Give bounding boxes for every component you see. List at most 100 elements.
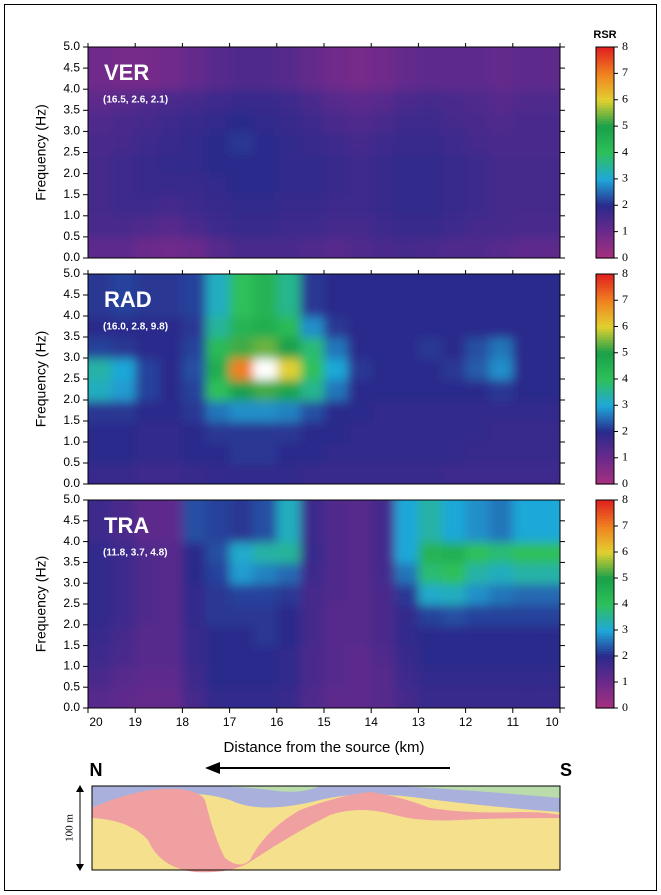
heatmap-cell (418, 152, 443, 175)
colorbar-step (596, 567, 614, 571)
y-tick-label: 1.5 (63, 413, 80, 427)
heatmap-cell (158, 666, 184, 689)
colorbar-step (596, 279, 614, 283)
colorbar-step (596, 431, 614, 435)
heatmap-cell (135, 316, 160, 338)
colorbar-step (596, 178, 614, 183)
colorbar-step (596, 465, 614, 469)
colorbar-step (596, 624, 614, 628)
heatmap-cell (465, 400, 491, 422)
heatmap-cell (418, 666, 443, 689)
colorbar-tick-label: 5 (622, 345, 628, 359)
heatmap-cell (300, 152, 325, 175)
heatmap-cell (394, 131, 420, 154)
heatmap-cell (135, 562, 160, 585)
colorbar-step (596, 650, 614, 654)
heatmap-cell (394, 442, 420, 464)
heatmap-cell (371, 604, 396, 626)
north-label: N (90, 760, 103, 780)
heatmap-cell (394, 541, 420, 564)
colorbar-step (596, 418, 614, 422)
y-tick-label: 3.0 (63, 350, 80, 364)
colorbar-step (596, 559, 614, 563)
heatmap-cell (465, 379, 491, 401)
colorbar-step (596, 627, 614, 631)
heatmap-cell (158, 110, 184, 133)
heatmap-cell (394, 645, 420, 668)
heatmap-cell (512, 131, 560, 154)
colorbar-step (596, 210, 614, 214)
scale-label: 100 m (64, 814, 76, 842)
heatmap-cell (347, 421, 373, 443)
heatmap-cell (465, 562, 491, 585)
heatmap-cell (229, 442, 255, 464)
heatmap-cell (206, 194, 231, 217)
heatmap-cell (182, 541, 207, 564)
heatmap-cell (182, 337, 207, 359)
heatmap-cell (347, 541, 373, 564)
heatmap-cell (158, 194, 184, 217)
colorbar-step (596, 544, 614, 548)
heatmap-cell (135, 421, 160, 443)
heatmap-cell (371, 131, 396, 154)
colorbar-tick-label: 8 (622, 39, 628, 53)
heatmap-cell (347, 152, 373, 175)
heatmap-cell (253, 604, 278, 626)
heatmap-cell (324, 645, 349, 668)
heatmap-cell (300, 47, 325, 91)
heatmap-cell (111, 316, 137, 338)
heatmap-cell (394, 274, 420, 317)
heatmap-cell (276, 89, 302, 112)
heatmap-cell (158, 358, 184, 380)
colorbar-step (596, 373, 614, 377)
colorbar-tick-label: 7 (622, 65, 628, 79)
heatmap-cell (465, 173, 491, 196)
colorbar-step (596, 507, 614, 511)
x-tick-label: 18 (176, 715, 190, 729)
heatmap-cell (418, 442, 443, 464)
y-tick-label: 5.0 (63, 492, 80, 506)
heatmap-cell (465, 666, 491, 689)
colorbar-label: RSR (593, 29, 616, 41)
colorbar-step (596, 152, 614, 156)
colorbar-step (596, 402, 614, 406)
heatmap-cell (442, 421, 467, 443)
colorbar-step (596, 165, 614, 169)
heatmap-cell (253, 337, 278, 359)
heatmap-cell (253, 89, 278, 112)
heatmap-cell (347, 358, 373, 380)
heatmap-cell (253, 194, 278, 217)
colorbar-step (596, 619, 614, 623)
colorbar-step (596, 202, 614, 206)
panel-title: VER (104, 60, 149, 85)
heatmap-cell (111, 604, 137, 626)
colorbar-step (596, 308, 614, 312)
heatmap-cell (229, 379, 255, 401)
heatmap-cell (489, 194, 514, 217)
frame (4, 4, 657, 891)
heatmap-cell (371, 173, 396, 196)
heatmap-cell (276, 541, 302, 564)
heatmap-cell (371, 500, 396, 543)
heatmap-cell (394, 604, 420, 626)
y-tick-label: 1.0 (63, 659, 80, 673)
colorbar-step (596, 460, 614, 464)
colorbar-step (596, 531, 614, 535)
heatmap-cell (394, 194, 420, 217)
colorbar-step (596, 250, 614, 254)
heatmap-cell (206, 541, 231, 564)
heatmap-cell (371, 194, 396, 217)
heatmap-cell (442, 173, 467, 196)
colorbar-step (596, 131, 614, 135)
heatmap-cell (206, 442, 231, 464)
colorbar-tick-label: 7 (622, 518, 628, 532)
heatmap-cell (182, 274, 207, 317)
colorbar-step (596, 57, 614, 61)
heatmap-cell (276, 152, 302, 175)
heatmap-cell (276, 442, 302, 464)
heatmap-cells (88, 47, 560, 258)
heatmap-cell (324, 442, 349, 464)
heatmap-cell (158, 562, 184, 585)
colorbar-step (596, 423, 614, 427)
heatmap-cell (394, 337, 420, 359)
